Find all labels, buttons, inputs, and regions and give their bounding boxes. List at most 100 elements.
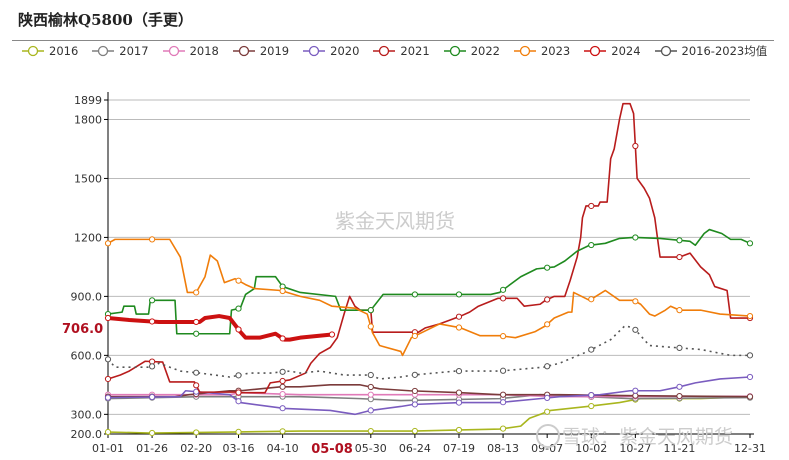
data-point [632, 234, 639, 241]
data-point [279, 383, 286, 390]
legend-label: 2021 [400, 44, 430, 58]
data-point [499, 286, 507, 293]
data-point [632, 387, 639, 394]
data-point [455, 389, 463, 396]
legend-label: 2022 [470, 44, 500, 58]
y-tick-label: 900.0 [71, 290, 103, 303]
data-point [279, 405, 286, 412]
y-tick-label: 1500 [74, 172, 102, 185]
data-point [279, 335, 286, 342]
data-point [746, 240, 754, 247]
data-point [588, 241, 595, 249]
data-point [367, 307, 374, 314]
data-point [367, 323, 374, 330]
data-point [328, 331, 336, 338]
highlight-tick-bg [309, 439, 354, 457]
data-point [235, 398, 242, 405]
data-point [279, 368, 286, 375]
x-tick-label: 09-07 [531, 442, 563, 455]
data-point [148, 429, 156, 437]
data-point [367, 407, 374, 414]
x-tick-label: 01-26 [136, 442, 168, 455]
legend-item-2018[interactable]: 2018 [162, 43, 219, 59]
data-point [235, 428, 242, 436]
legend-label: 2018 [189, 44, 219, 58]
data-point [193, 330, 200, 337]
x-tick-label: 04-10 [267, 442, 299, 455]
legend-item-2016[interactable]: 2016 [22, 43, 78, 59]
data-point [588, 296, 595, 303]
legend-item-2022[interactable]: 2022 [443, 43, 500, 59]
series-line [107, 102, 750, 394]
data-point [676, 392, 683, 400]
series-2022 [104, 228, 754, 337]
data-point [235, 372, 242, 379]
legend-item-2021[interactable]: 2021 [373, 43, 430, 59]
data-point [279, 377, 286, 385]
data-point [279, 391, 286, 398]
legend-item-2024[interactable]: 2024 [584, 43, 641, 59]
data-point [544, 394, 551, 401]
data-point [544, 264, 551, 271]
data-point [499, 367, 507, 374]
x-tick-label: 03-16 [223, 442, 255, 455]
data-point [676, 307, 683, 314]
legend-label: 2020 [330, 44, 360, 58]
legend-marker-icon [443, 45, 466, 57]
watermark-corner: 雪球：紫金天风期货 [562, 426, 733, 448]
data-point [588, 346, 595, 353]
legend-label: 2016-2023均值 [681, 44, 768, 58]
data-point [455, 291, 463, 298]
data-point [193, 382, 200, 389]
data-point [632, 142, 639, 150]
data-point [235, 277, 242, 284]
data-point [104, 428, 112, 436]
x-tick-label: 12-31 [734, 442, 766, 455]
legend-marker-icon [373, 45, 396, 57]
series-line [107, 395, 751, 434]
data-point [411, 371, 418, 378]
legend-item-2019[interactable]: 2019 [232, 43, 289, 59]
x-tick-label: 07-19 [443, 442, 475, 455]
data-point [148, 236, 156, 243]
legend-marker-icon [584, 45, 607, 57]
series-line [107, 238, 751, 357]
data-point [235, 389, 242, 396]
data-point [746, 352, 754, 359]
series-line [107, 314, 333, 342]
legend-item-2017[interactable]: 2017 [92, 43, 149, 59]
y-tick-label: 1800 [74, 113, 102, 126]
legend-item-2020[interactable]: 2020 [303, 43, 359, 59]
data-point [499, 399, 507, 406]
xueqiu-logo-icon [536, 424, 560, 448]
data-point [367, 391, 374, 398]
data-point [193, 289, 200, 296]
x-tick-label: 02-20 [180, 442, 212, 455]
legend-item-2023[interactable]: 2023 [513, 43, 570, 59]
legend-label: 2017 [119, 44, 149, 58]
chart-title: 陕西榆林Q5800（手更） [18, 11, 193, 29]
legend-item-2016-2023均值[interactable]: 2016-2023均值 [654, 43, 768, 59]
series-2020 [104, 373, 754, 416]
data-point [367, 427, 374, 435]
data-point [193, 429, 200, 436]
x-tick-label: 11-21 [663, 442, 695, 455]
data-point [104, 394, 112, 401]
data-point [235, 305, 242, 312]
data-point [148, 393, 156, 401]
data-point [411, 401, 418, 408]
legend-marker-icon [92, 45, 115, 57]
watermark-center: 紫金天风期货 [335, 209, 455, 233]
data-point [499, 295, 507, 302]
y-tick-label: 300.0 [71, 408, 103, 421]
series-2021 [104, 102, 754, 396]
data-point [279, 428, 286, 435]
data-point [235, 326, 242, 333]
data-point [544, 363, 551, 370]
data-point [193, 318, 200, 326]
data-point [544, 321, 551, 328]
data-point [499, 333, 507, 340]
x-tick-label: 06-24 [399, 442, 431, 455]
series-2023 [104, 236, 754, 357]
data-point [676, 237, 683, 244]
